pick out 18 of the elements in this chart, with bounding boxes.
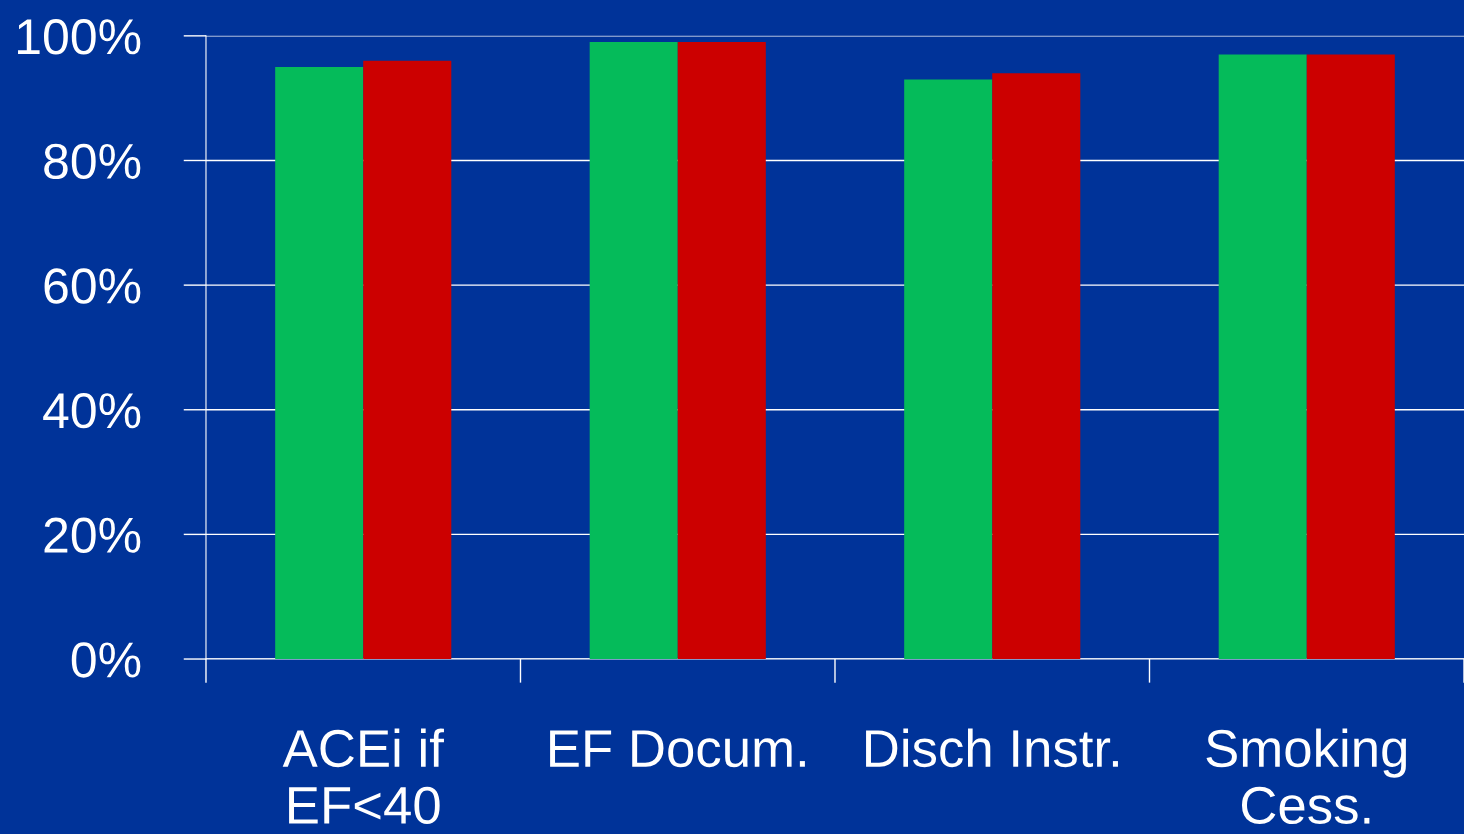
y-tick-label: 80% [44, 143, 141, 180]
bar [1218, 54, 1307, 660]
bar [275, 67, 364, 660]
x-tick-label: ACEi if EF<40 [282, 728, 444, 825]
bar [904, 79, 993, 660]
bar [363, 60, 452, 660]
y-tick-label: 100% [18, 19, 141, 55]
y-tick-label: 40% [43, 392, 141, 429]
bar [589, 42, 678, 660]
x-tick-label: Smoking Cess. [1206, 728, 1407, 825]
y-tick-label: 60% [44, 268, 141, 304]
bar [1306, 54, 1395, 660]
y-tick-label: 20% [44, 517, 141, 553]
bar [677, 42, 766, 660]
y-tick-label: 0% [71, 642, 141, 678]
bar [992, 73, 1081, 660]
x-tick-label: Disch Instr. [866, 728, 1118, 768]
x-tick-label: EF Docum. [550, 730, 805, 768]
